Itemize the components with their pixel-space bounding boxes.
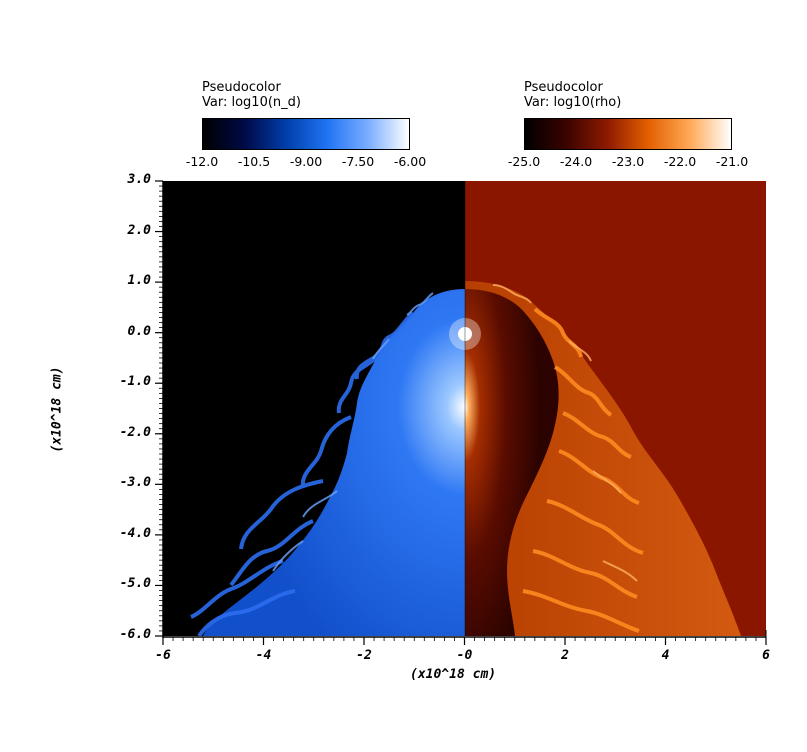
x-tick-label: -2 <box>356 648 372 663</box>
legend-right-tick: -23.0 <box>611 154 645 169</box>
legend-left-title: Pseudocolor Var: log10(n_d) <box>202 80 301 110</box>
y-tick-label: -5.0 <box>119 576 151 592</box>
y-tick-label: -6.0 <box>119 627 151 642</box>
legend-left-tick: -7.50 <box>341 154 375 169</box>
legend-right-tick: -22.0 <box>663 154 697 169</box>
y-axis-label: (x10^18 cm) <box>49 366 65 453</box>
legend-right-title-line2: Var: log10(rho) <box>524 95 622 110</box>
y-tick-label: 2.0 <box>127 222 151 238</box>
legend-right-tick: -24.0 <box>559 154 593 169</box>
legend-left-title-line1: Pseudocolor <box>202 80 281 95</box>
y-tick-label: 3.0 <box>127 172 151 187</box>
legend-left-title-line2: Var: log10(n_d) <box>202 95 301 110</box>
y-tick-label: -3.0 <box>119 475 151 491</box>
y-tick-label: -2.0 <box>119 424 151 440</box>
central-star <box>458 327 472 341</box>
legend-left-colorbar <box>202 118 410 150</box>
y-tick-label: 0.0 <box>127 323 151 339</box>
simulation-plot <box>163 181 766 636</box>
y-tick-label: -4.0 <box>119 525 151 541</box>
legend-right-title: Pseudocolor Var: log10(rho) <box>524 80 621 110</box>
y-tick-label: -1.0 <box>119 374 151 390</box>
legend-left-tick: -6.00 <box>393 154 427 169</box>
x-tick-label: 2 <box>561 648 569 663</box>
legend-left-tick: -12.0 <box>185 154 219 169</box>
x-tick-label: -0 <box>456 648 473 663</box>
y-tick-label: 1.0 <box>127 273 151 289</box>
red-filaments <box>522 307 644 633</box>
x-tick-label: -6 <box>155 648 171 663</box>
legend-right-colorbar <box>524 118 732 150</box>
x-tick-label: 4 <box>661 648 670 663</box>
legend-right-title-line1: Pseudocolor <box>524 80 603 95</box>
red-gas-cavity <box>465 289 559 636</box>
legend-left-tick: -10.5 <box>237 154 271 169</box>
x-tick-label: 6 <box>762 648 770 663</box>
x-axis-label: (x10^18 cm) <box>410 667 497 682</box>
legend-right-tick: -25.0 <box>507 154 541 169</box>
x-tick-label: -4 <box>255 648 272 663</box>
blue-dust-cavity <box>203 289 465 636</box>
legend-left-tick: -9.00 <box>289 154 323 169</box>
simulation-image <box>163 181 766 636</box>
legend-right-tick: -21.0 <box>715 154 749 169</box>
